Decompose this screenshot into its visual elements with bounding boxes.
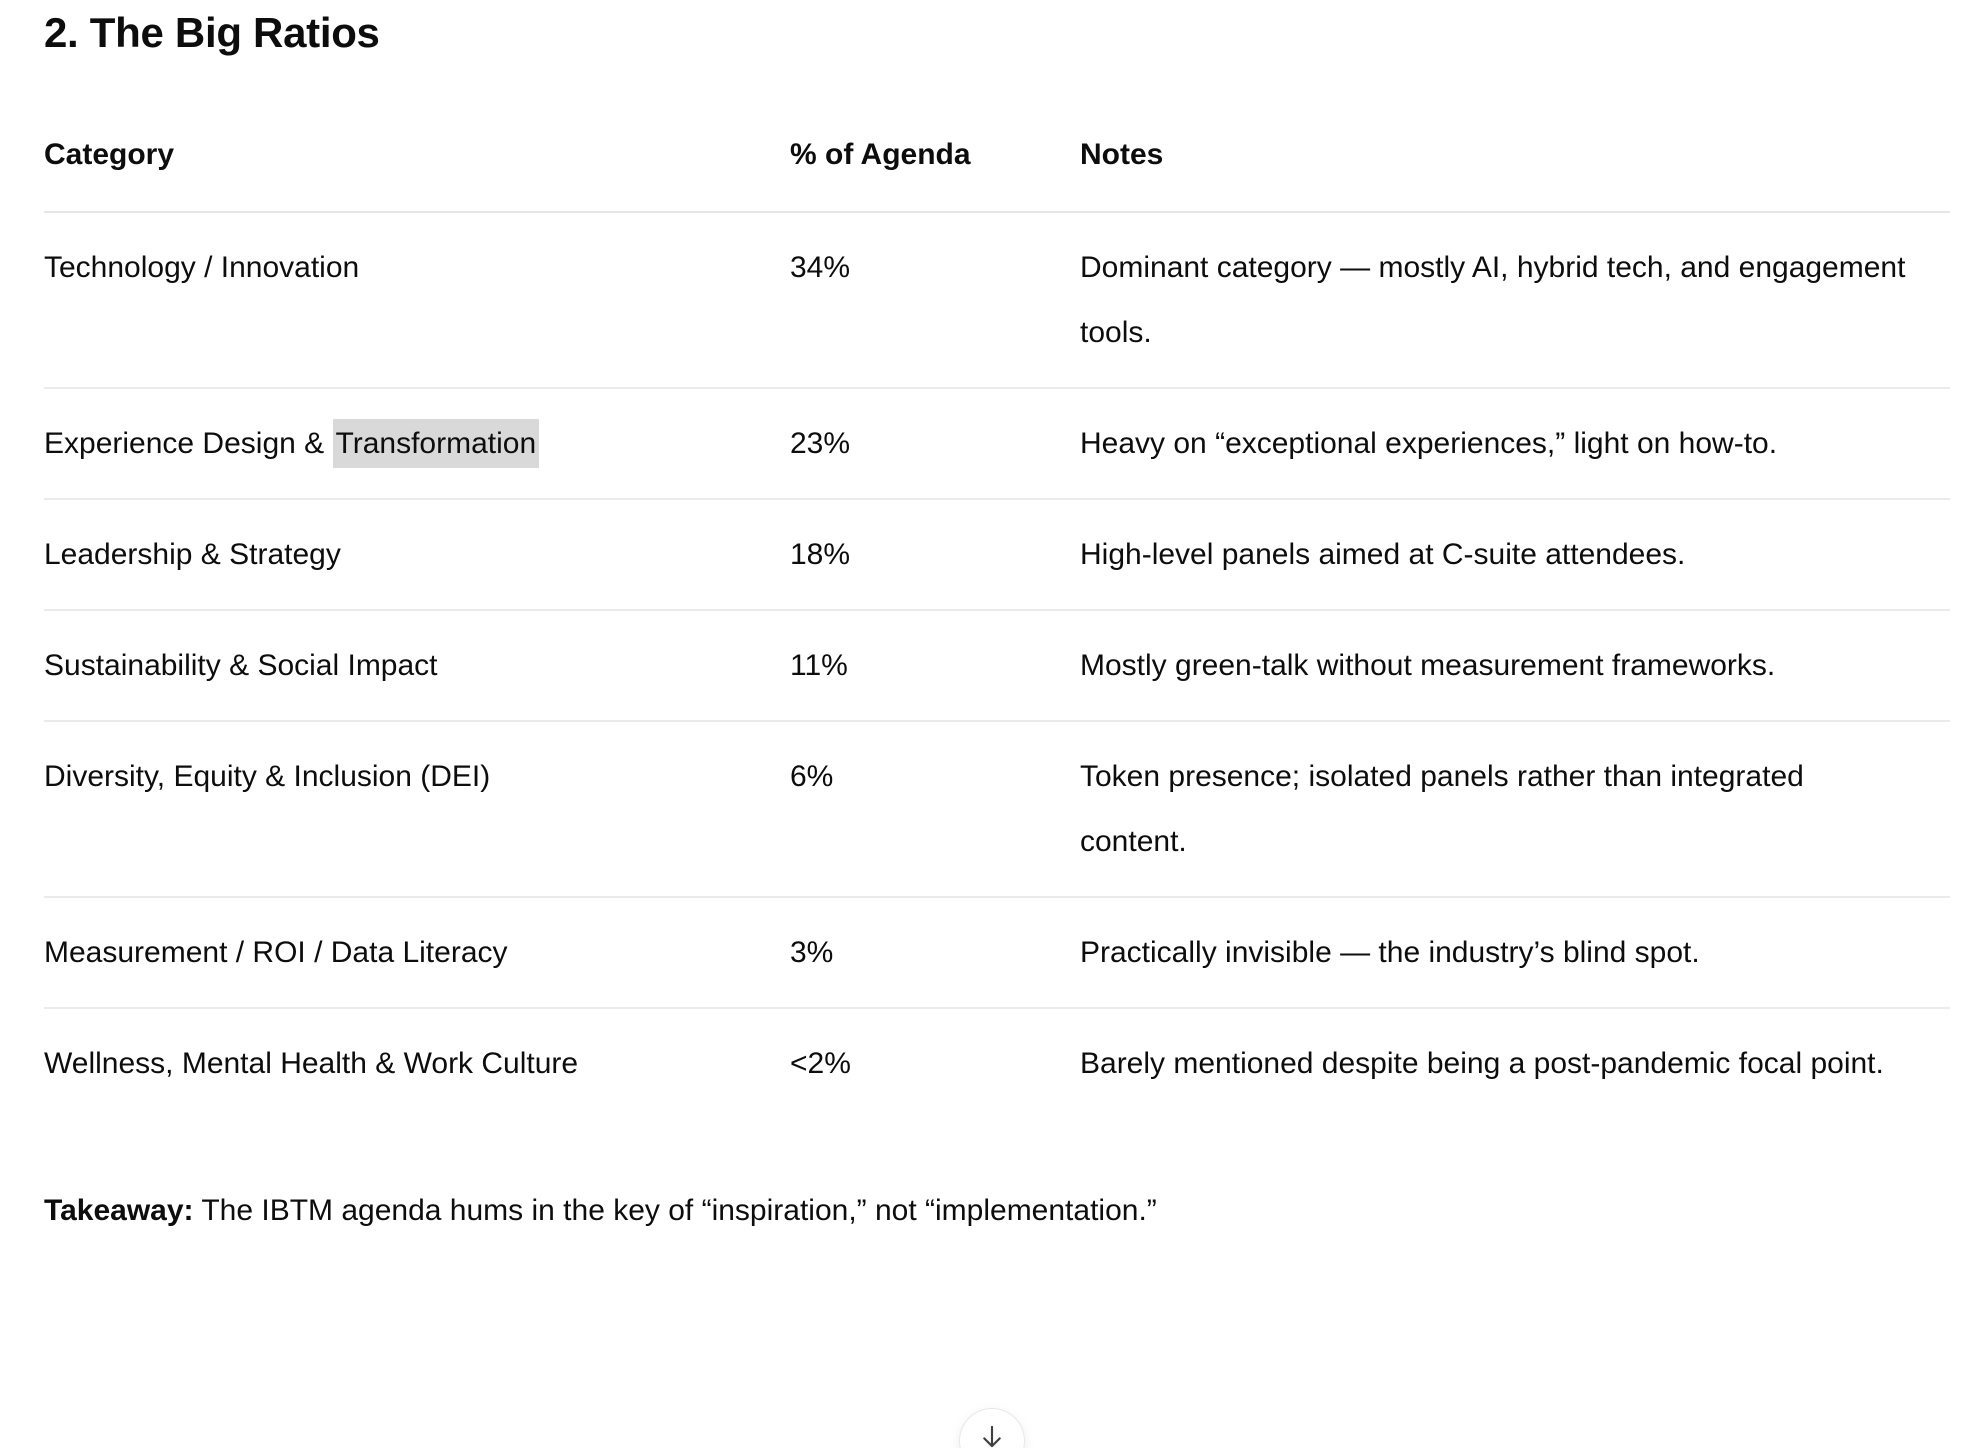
category-text: Experience Design & <box>44 427 333 460</box>
table-row: Wellness, Mental Health & Work Culture <… <box>44 1008 1950 1118</box>
scroll-to-bottom-button[interactable] <box>959 1408 1025 1448</box>
table-header-row: Category % of Agenda Notes <box>44 98 1950 213</box>
pct-cell: 18% <box>790 499 1080 611</box>
notes-cell: Barely mentioned despite being a post-pa… <box>1080 1047 1884 1080</box>
category-text: Technology / Innovation <box>44 251 360 284</box>
pct-cell: 23% <box>790 388 1080 500</box>
pct-cell: <2% <box>790 1047 851 1080</box>
category-cell: Leadership & Strategy <box>44 499 790 611</box>
section-heading: 2. The Big Ratios <box>44 9 380 56</box>
category-text: Diversity, Equity & Inclusion (DEI) <box>44 760 491 793</box>
column-header-category: Category <box>44 98 790 213</box>
notes-cell: Dominant category — mostly AI, hybrid te… <box>1080 212 1950 389</box>
table-row: Technology / Innovation 34% Dominant cat… <box>44 212 1950 389</box>
table-row: Leadership & Strategy 18% High-level pan… <box>44 499 1950 611</box>
column-header-pct: % of Agenda <box>790 98 1080 213</box>
pct-cell: 6% <box>790 721 1080 898</box>
category-text: Measurement / ROI / Data Literacy <box>44 936 508 969</box>
takeaway-paragraph: Takeaway: The IBTM agenda hums in the ke… <box>44 1190 1950 1231</box>
document-content: 2. The Big Ratios Category % of Agenda N… <box>44 8 1950 1231</box>
arrow-down-icon <box>976 1425 1008 1448</box>
category-cell: Wellness, Mental Health & Work Culture <box>44 1008 790 1118</box>
pct-cell: 11% <box>790 610 1080 722</box>
category-text: Sustainability & Social Impact <box>44 649 438 682</box>
takeaway-text: The IBTM agenda hums in the key of “insp… <box>193 1194 1157 1227</box>
category-cell: Diversity, Equity & Inclusion (DEI) <box>44 721 790 898</box>
category-text-highlighted: Transformation <box>332 419 540 468</box>
takeaway-label: Takeaway: <box>44 1194 194 1227</box>
table-body: Technology / Innovation 34% Dominant cat… <box>44 212 1950 1118</box>
notes-cell: Token presence; isolated panels rather t… <box>1080 721 1950 898</box>
notes-cell: Heavy on “exceptional experiences,” ligh… <box>1080 388 1950 500</box>
category-text: Leadership & Strategy <box>44 538 341 571</box>
category-text: Wellness, Mental Health & Work Culture <box>44 1047 579 1080</box>
table-row: Diversity, Equity & Inclusion (DEI) 6% T… <box>44 721 1950 898</box>
category-cell: Experience Design & Transformation <box>44 388 790 500</box>
notes-cell: Mostly green-talk without measurement fr… <box>1080 610 1950 722</box>
notes-cell: High-level panels aimed at C-suite atten… <box>1080 499 1950 611</box>
table-row: Sustainability & Social Impact 11% Mostl… <box>44 610 1950 722</box>
pct-cell: 34% <box>790 212 1080 389</box>
table-row: Measurement / ROI / Data Literacy 3% Pra… <box>44 897 1950 1009</box>
column-header-notes: Notes <box>1080 98 1950 213</box>
category-cell: Sustainability & Social Impact <box>44 610 790 722</box>
category-cell: Technology / Innovation <box>44 212 790 389</box>
table-row: Experience Design & Transformation 23% H… <box>44 388 1950 500</box>
notes-cell: Practically invisible — the industry’s b… <box>1080 897 1950 1009</box>
ratios-table: Category % of Agenda Notes Technology / … <box>44 98 1950 1118</box>
pct-cell: 3% <box>790 897 1080 1009</box>
category-cell: Measurement / ROI / Data Literacy <box>44 897 790 1009</box>
